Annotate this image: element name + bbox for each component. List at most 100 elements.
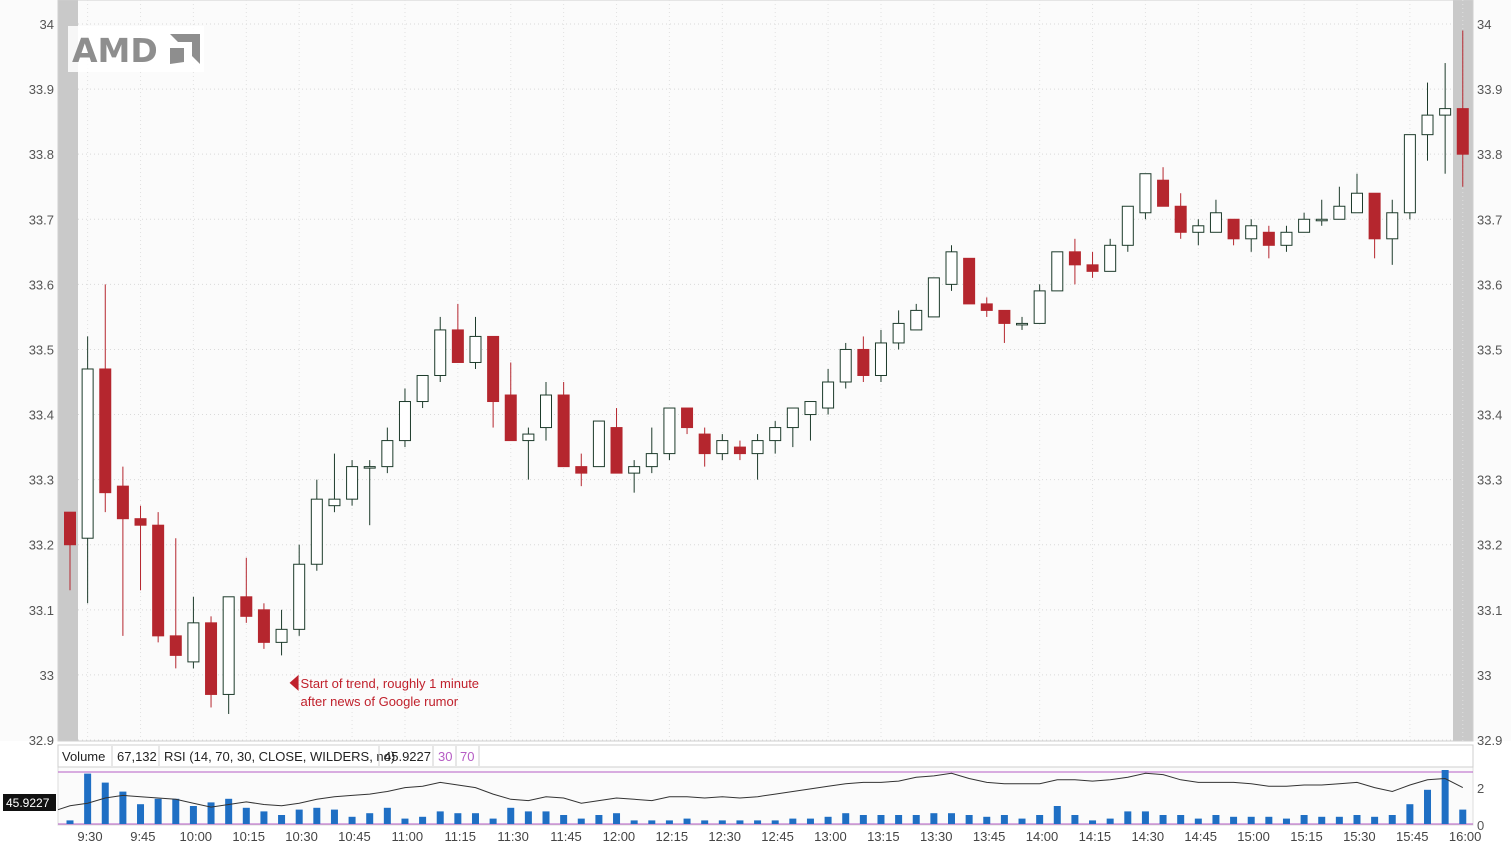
candlestick-series bbox=[64, 30, 1469, 714]
candle-body-down bbox=[575, 466, 588, 474]
candle bbox=[998, 309, 1011, 343]
candle bbox=[99, 284, 112, 513]
volume-bar bbox=[1018, 818, 1026, 824]
candle-body-down bbox=[681, 407, 694, 429]
volume-bar bbox=[454, 813, 462, 824]
y-tick-label-right: 33.4 bbox=[1477, 408, 1502, 423]
candle bbox=[522, 427, 535, 480]
volume-bar bbox=[1282, 818, 1290, 824]
candle-body-up bbox=[1333, 205, 1346, 220]
x-tick-label: 11:30 bbox=[497, 829, 529, 844]
volume-bar bbox=[119, 791, 127, 824]
candle bbox=[222, 596, 235, 714]
main-plot-background bbox=[0, 0, 1511, 741]
candle bbox=[1121, 205, 1134, 252]
candle bbox=[1192, 219, 1205, 246]
volume-bar bbox=[419, 816, 427, 824]
candle-body-up bbox=[892, 322, 905, 344]
volume-bar bbox=[1459, 809, 1467, 824]
volume-bar bbox=[701, 820, 709, 824]
volume-bar bbox=[207, 802, 215, 824]
volume-bar bbox=[260, 811, 268, 824]
candle bbox=[557, 382, 570, 468]
volume-bar bbox=[489, 818, 497, 824]
volume-bar bbox=[1265, 816, 1273, 824]
candle-body-down bbox=[557, 394, 570, 468]
volume-bar bbox=[718, 820, 726, 824]
candle-body-up bbox=[628, 466, 641, 474]
y-tick-label-right: 33.3 bbox=[1477, 473, 1502, 488]
candle bbox=[434, 316, 447, 382]
volume-bar bbox=[630, 820, 638, 824]
volume-bar bbox=[1441, 770, 1449, 824]
candle bbox=[187, 596, 200, 669]
candle-body-down bbox=[857, 348, 870, 376]
candle-body-up bbox=[328, 498, 341, 507]
logo-text: AMD bbox=[72, 31, 158, 70]
candle bbox=[980, 297, 993, 317]
candle-body-up bbox=[1280, 231, 1293, 246]
candle-body-up bbox=[469, 335, 482, 363]
y-tick-label-left: 33.8 bbox=[29, 147, 54, 162]
candle-body-up bbox=[1245, 225, 1258, 240]
volume-bar bbox=[1335, 816, 1343, 824]
x-tick-label: 9:45 bbox=[130, 829, 155, 844]
legend-rsi-lower: 30 bbox=[438, 749, 452, 764]
volume-bar bbox=[101, 782, 109, 824]
volume-bar bbox=[1159, 815, 1167, 824]
candle bbox=[963, 257, 976, 305]
volume-bar bbox=[736, 820, 744, 824]
candle bbox=[1280, 225, 1293, 252]
candle bbox=[64, 511, 76, 591]
y-tick-label-right: 33.5 bbox=[1477, 342, 1502, 357]
candle bbox=[1439, 63, 1452, 174]
candle-body-up bbox=[1033, 290, 1046, 324]
volume-axis-tick-2: 2 bbox=[1477, 781, 1484, 796]
volume-bar bbox=[1388, 815, 1396, 824]
candle-body-up bbox=[769, 427, 782, 442]
candle bbox=[1227, 218, 1240, 246]
volume-bar bbox=[154, 798, 162, 824]
volume-bar bbox=[1141, 811, 1149, 824]
x-tick-label: 10:00 bbox=[180, 829, 213, 844]
y-tick-label-right: 33.8 bbox=[1477, 147, 1502, 162]
candle bbox=[240, 557, 253, 623]
volume-bar bbox=[983, 816, 991, 824]
candle bbox=[398, 388, 411, 448]
candle-body-down bbox=[451, 329, 464, 363]
volume-bar bbox=[278, 815, 286, 824]
candle-body-down bbox=[134, 518, 147, 526]
legend-rsi-label: RSI (14, 70, 30, CLOSE, WILDERS, no) bbox=[164, 749, 395, 764]
candle bbox=[1104, 238, 1117, 272]
candle-body-down bbox=[99, 368, 112, 494]
volume-bar bbox=[1424, 789, 1432, 824]
candle bbox=[504, 362, 517, 442]
y-tick-labels: 34 34 33.9 33.9 33.8 33.8 33.7 33.7 33.6 33.6 33.5… bbox=[29, 17, 1503, 748]
candle-body-up bbox=[522, 433, 535, 442]
candle-body-up bbox=[363, 466, 376, 469]
candle-body-up bbox=[416, 374, 429, 403]
candle-body-up bbox=[346, 466, 359, 500]
candle-body-up bbox=[592, 420, 605, 468]
candle-body-up bbox=[839, 348, 852, 383]
candle bbox=[628, 460, 641, 493]
main-plot-frame bbox=[57, 0, 1474, 742]
volume-bar bbox=[1371, 816, 1379, 824]
candle-body-down bbox=[487, 335, 500, 403]
volume-bar bbox=[507, 807, 515, 824]
volume-bar bbox=[436, 811, 444, 824]
volume-bar bbox=[824, 816, 832, 824]
rsi-line bbox=[57, 772, 1464, 811]
y-tick-label-left: 33.1 bbox=[29, 603, 54, 618]
volume-bar bbox=[930, 813, 938, 824]
candle bbox=[769, 421, 782, 454]
volume-bar bbox=[471, 813, 479, 824]
indicator-legend: Volume 67,132 RSI (14, 70, 30, CLOSE, WI… bbox=[57, 744, 1474, 768]
volume-bar bbox=[877, 815, 885, 824]
candle bbox=[205, 616, 218, 708]
candle-body-up bbox=[187, 622, 200, 663]
candle-body-down bbox=[1157, 179, 1170, 207]
candle-body-up bbox=[1121, 205, 1134, 246]
volume-bar bbox=[1106, 818, 1114, 824]
